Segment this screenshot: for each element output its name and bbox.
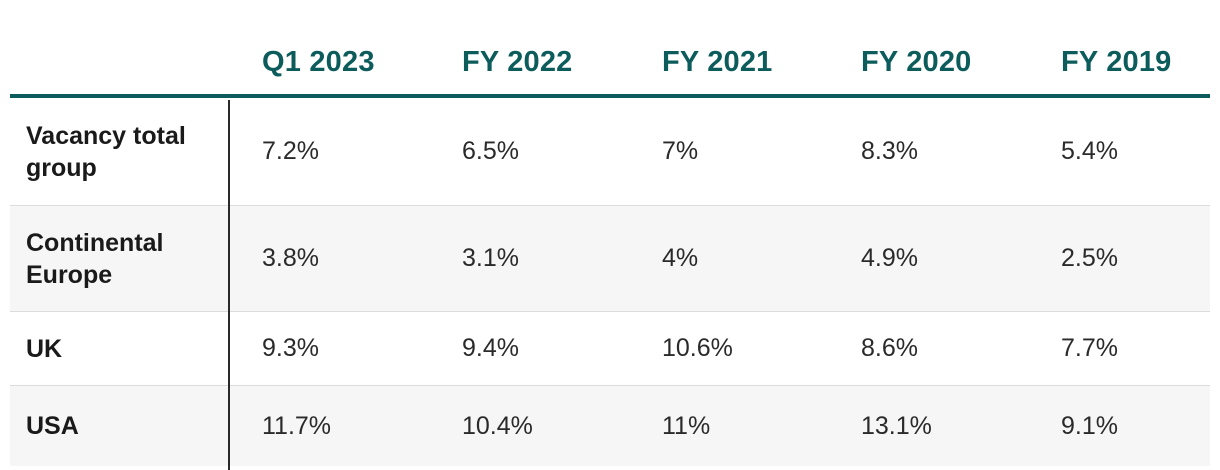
table-cell: 8.6% — [861, 334, 918, 362]
table-row: Vacancy total group 7.2% 6.5% 7% 8.3% 5.… — [10, 98, 1210, 206]
table-cell: 9.4% — [462, 334, 519, 362]
column-header-q1-2023: Q1 2023 — [262, 46, 375, 78]
table-cell: 8.3% — [861, 137, 918, 165]
table-cell: 5.4% — [1061, 137, 1118, 165]
table-cell: 4.9% — [861, 244, 918, 272]
row-label: Vacancy total group — [26, 121, 186, 182]
table-cell: 10.4% — [462, 411, 533, 440]
table-cell: 10.6% — [662, 334, 733, 362]
column-header-fy-2021: FY 2021 — [662, 46, 773, 78]
table-cell: 7% — [662, 137, 699, 165]
table-cell: 13.1% — [861, 411, 932, 440]
column-header-fy-2022: FY 2022 — [462, 46, 573, 78]
row-label-divider — [228, 100, 230, 470]
row-label: UK — [26, 334, 63, 363]
column-header-fy-2020: FY 2020 — [861, 46, 972, 78]
table-cell: 11.7% — [262, 411, 332, 440]
table-cell: 3.8% — [262, 244, 319, 272]
table-cell: 7.7% — [1061, 334, 1118, 362]
table-row: UK 9.3% 9.4% 10.6% 8.6% 7.7% — [10, 312, 1210, 386]
table-row: USA 11.7% 10.4% 11% 13.1% 9.1% — [10, 386, 1210, 466]
table-cell: 2.5% — [1061, 244, 1118, 272]
row-label: Continental Europe — [26, 228, 164, 289]
table-row: Continental Europe 3.8% 3.1% 4% 4.9% 2.5… — [10, 206, 1210, 312]
table-cell: 3.1% — [462, 244, 519, 272]
table-cell: 4% — [662, 244, 699, 272]
table-cell: 9.1% — [1061, 411, 1118, 440]
table-cell: 9.3% — [262, 334, 319, 362]
row-label: USA — [26, 412, 79, 440]
column-header-fy-2019: FY 2019 — [1061, 46, 1172, 78]
table-cell: 11% — [662, 411, 711, 440]
table-cell: 7.2% — [262, 137, 319, 165]
table-cell: 6.5% — [462, 137, 519, 165]
vacancy-table: Q1 2023 FY 2022 FY 2021 FY 2020 FY 2019 … — [10, 0, 1210, 470]
table-header-row: Q1 2023 FY 2022 FY 2021 FY 2020 FY 2019 — [10, 0, 1210, 98]
